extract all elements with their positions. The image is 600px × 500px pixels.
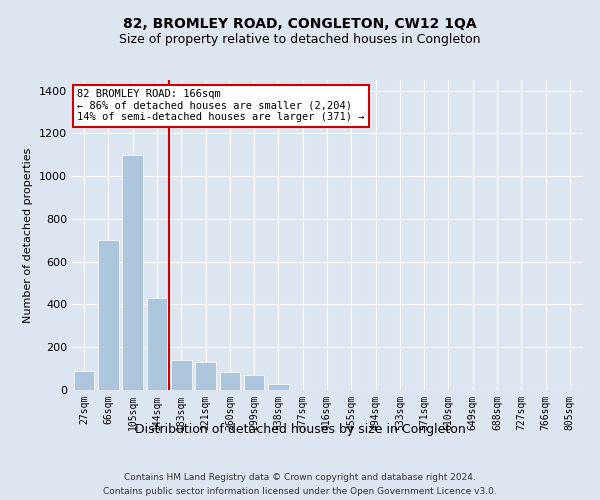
Bar [244, 374, 265, 390]
Text: Distribution of detached houses by size in Congleton: Distribution of detached houses by size … [134, 422, 466, 436]
Bar [122, 155, 143, 390]
Text: 82 BROMLEY ROAD: 166sqm
← 86% of detached houses are smaller (2,204)
14% of semi: 82 BROMLEY ROAD: 166sqm ← 86% of detache… [77, 90, 365, 122]
Y-axis label: Number of detached properties: Number of detached properties [23, 148, 34, 322]
Bar [195, 362, 216, 390]
Bar [268, 384, 289, 390]
Text: Contains HM Land Registry data © Crown copyright and database right 2024.: Contains HM Land Registry data © Crown c… [124, 472, 476, 482]
Bar [171, 360, 191, 390]
Bar [146, 298, 167, 390]
Text: 82, BROMLEY ROAD, CONGLETON, CW12 1QA: 82, BROMLEY ROAD, CONGLETON, CW12 1QA [123, 18, 477, 32]
Bar [220, 372, 240, 390]
Bar [98, 240, 119, 390]
Text: Size of property relative to detached houses in Congleton: Size of property relative to detached ho… [119, 32, 481, 46]
Text: Contains public sector information licensed under the Open Government Licence v3: Contains public sector information licen… [103, 488, 497, 496]
Bar [74, 371, 94, 390]
